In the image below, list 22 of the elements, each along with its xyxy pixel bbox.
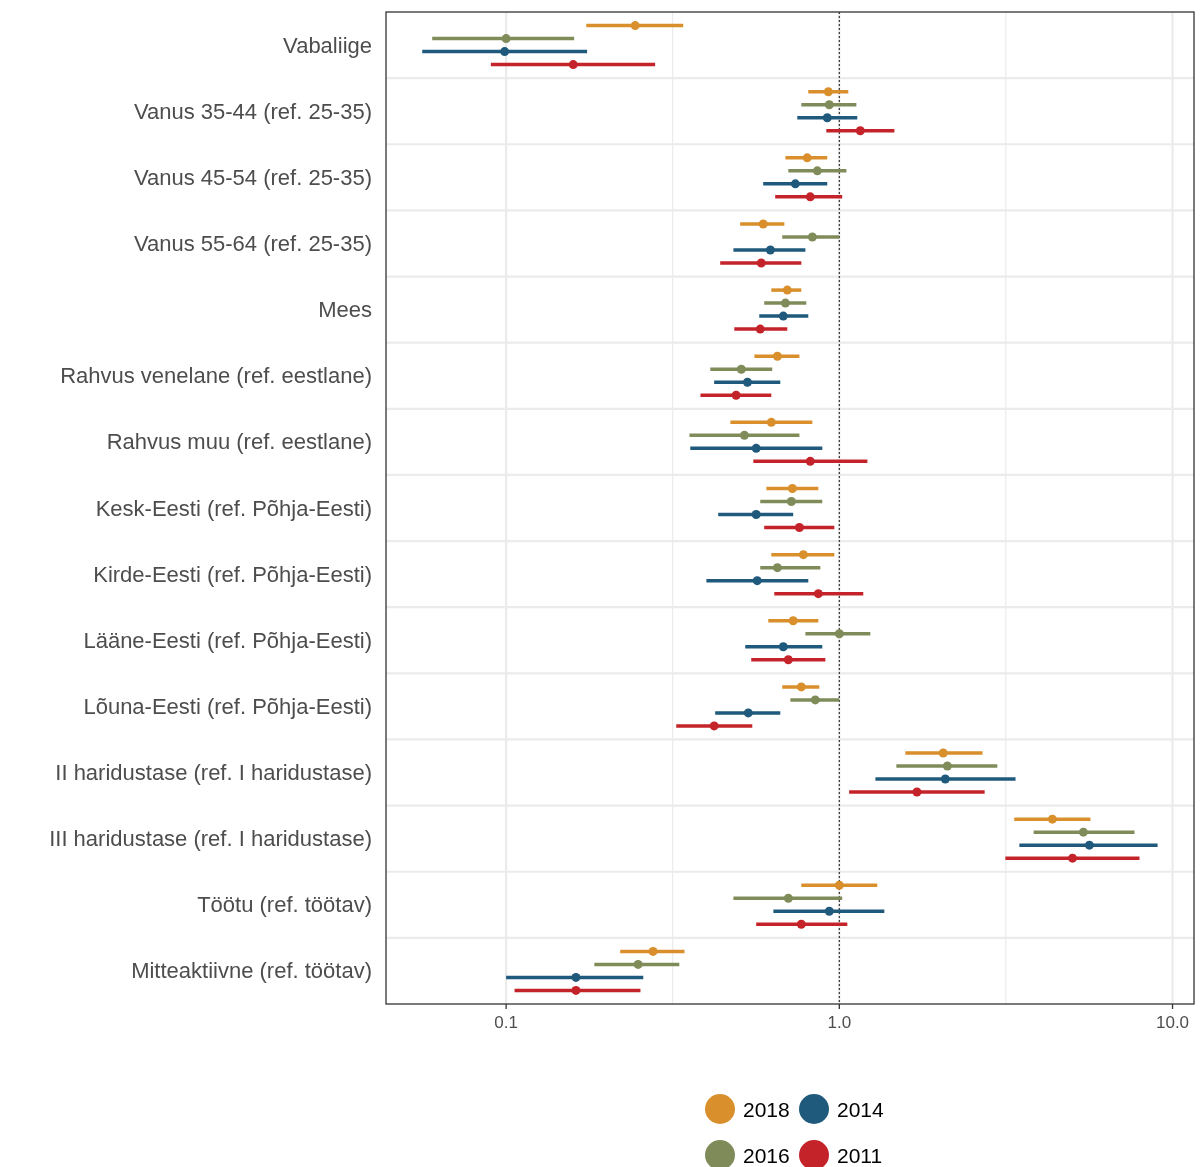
legend-label: 2014 <box>837 1097 885 1121</box>
x-tick-label: 0.1 <box>494 1013 518 1032</box>
x-tick-label: 10.0 <box>1155 1013 1190 1032</box>
legend-label: 2016 <box>743 1143 790 1167</box>
y-tick-label: Kirde-Eesti (ref. Põhja-Eesti) <box>93 561 372 587</box>
y-tick-label: III haridustase (ref. I haridustase) <box>49 826 372 852</box>
y-tick-label: II haridustase (ref. I haridustase) <box>55 760 372 786</box>
y-tick-label: Vanus 55-64 (ref. 25-35) <box>133 230 372 256</box>
y-tick-label: Mitteaktiivne (ref. töötav) <box>131 958 372 984</box>
y-tick-label: Lõuna-Eesti (ref. Põhja-Eesti) <box>83 693 372 719</box>
legend-label: 2011 <box>837 1143 883 1167</box>
y-tick-label: Mees <box>318 297 372 323</box>
y-tick-label: Töötu (ref. töötav) <box>197 892 372 918</box>
legend-label: 2018 <box>743 1097 790 1121</box>
y-tick-label: Rahvus venelane (ref. eestlane) <box>60 363 372 389</box>
y-tick-label: Vanus 45-54 (ref. 25-35) <box>133 164 372 190</box>
y-tick-label: Kesk-Eesti (ref. Põhja-Eesti) <box>95 495 372 521</box>
y-tick-label: Vabaliige <box>283 32 372 58</box>
y-tick-label: Vanus 35-44 (ref. 25-35) <box>133 98 372 124</box>
y-tick-label: Rahvus muu (ref. eestlane) <box>106 429 372 455</box>
y-tick-label: Lääne-Eesti (ref. Põhja-Eesti) <box>83 627 372 653</box>
x-tick-label: 1.0 <box>827 1013 852 1032</box>
